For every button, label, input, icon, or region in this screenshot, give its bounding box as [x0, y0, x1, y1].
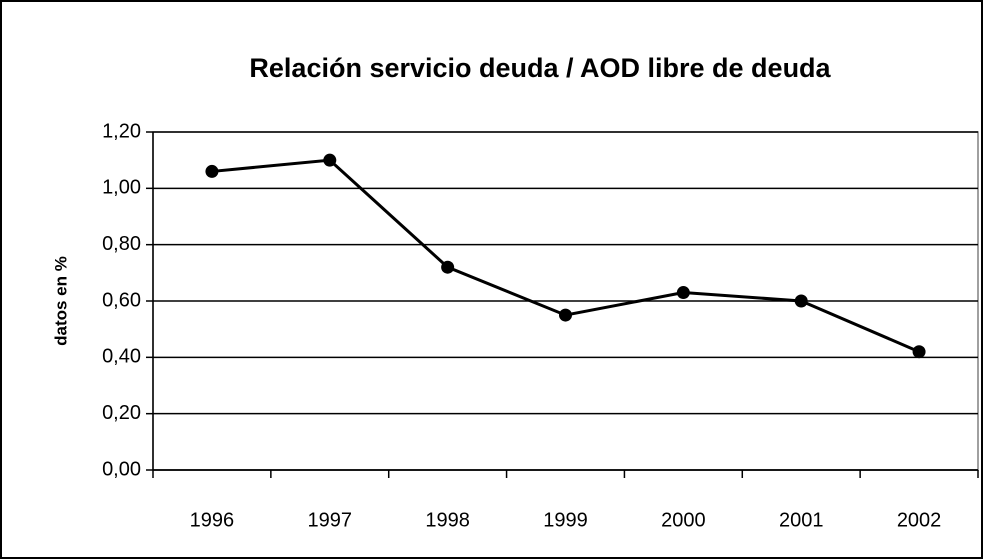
data-point: [323, 153, 337, 167]
x-tick-label: 1996: [190, 509, 235, 531]
data-point: [794, 294, 808, 308]
x-tick-label: 1999: [543, 509, 588, 531]
data-point: [205, 164, 219, 178]
y-tick-label: 0,60: [102, 289, 141, 311]
data-point: [559, 308, 572, 322]
y-tick-label: 0,20: [102, 402, 141, 424]
y-tick-label: 1,20: [102, 120, 141, 142]
x-tick-label: 2001: [779, 509, 824, 531]
y-tick-label: 0,00: [102, 458, 141, 480]
chart-title: Relación servicio deuda / AOD libre de d…: [249, 53, 831, 83]
data-point: [912, 345, 926, 359]
data-point: [441, 260, 455, 274]
y-axis-label: datos en %: [51, 256, 70, 346]
data-point: [676, 286, 690, 300]
y-tick-label: 0,80: [102, 233, 141, 255]
y-tick-label: 0,40: [102, 346, 141, 368]
x-tick-label: 2000: [661, 509, 706, 531]
y-tick-label: 1,00: [102, 177, 141, 199]
x-tick-label: 1998: [425, 509, 470, 531]
x-tick-label: 1997: [308, 509, 353, 531]
x-tick-label: 2002: [897, 509, 942, 531]
